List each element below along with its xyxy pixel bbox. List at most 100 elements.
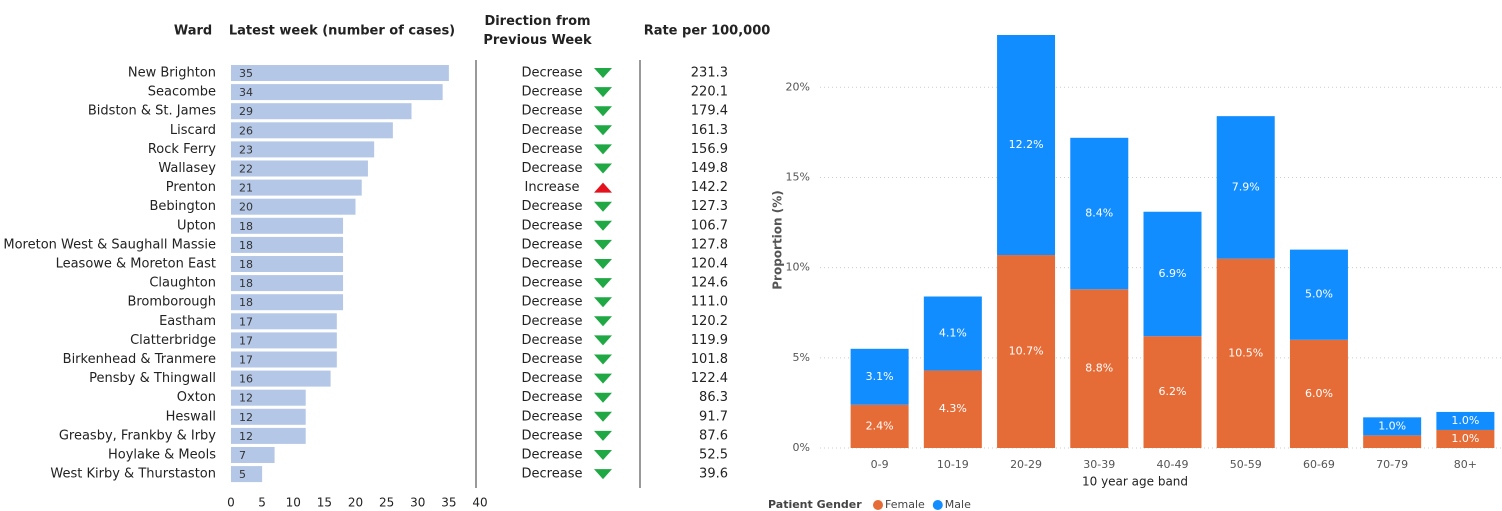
x-tick-label: 60-69 bbox=[1303, 458, 1335, 471]
direction-icon bbox=[594, 373, 612, 384]
direction-icon bbox=[594, 201, 612, 212]
x-tick-label: 40 bbox=[472, 496, 487, 510]
x-tick-label: 20 bbox=[348, 496, 363, 510]
direction-label: Decrease bbox=[522, 295, 583, 310]
direction-icon bbox=[594, 87, 612, 98]
direction-icon bbox=[594, 278, 612, 289]
direction-icon bbox=[594, 144, 612, 155]
direction-icon bbox=[594, 335, 612, 346]
value-label: 17 bbox=[239, 354, 253, 367]
direction-label: Increase bbox=[524, 180, 579, 195]
bar-segment bbox=[1070, 137, 1129, 290]
bar bbox=[231, 408, 306, 425]
value-label: 8.8% bbox=[1085, 362, 1113, 375]
category-label: Seacombe bbox=[148, 85, 216, 100]
bar-segment bbox=[1216, 116, 1275, 259]
value-label: 5 bbox=[239, 468, 246, 481]
value-label: 7.9% bbox=[1232, 180, 1260, 193]
value-label: 6.9% bbox=[1159, 267, 1187, 280]
bar bbox=[231, 466, 263, 483]
rate-label: 119.9 bbox=[691, 333, 728, 348]
rate-label: 127.3 bbox=[691, 199, 728, 214]
value-label: 1.0% bbox=[1451, 414, 1479, 427]
bar-segment bbox=[997, 35, 1056, 256]
direction-label: Decrease bbox=[522, 257, 583, 272]
value-label: 18 bbox=[239, 239, 253, 252]
value-label: 4.3% bbox=[939, 402, 967, 415]
category-label: Bidston & St. James bbox=[88, 104, 216, 119]
y-tick-label: 15% bbox=[786, 170, 810, 183]
direction-icon bbox=[594, 239, 612, 250]
direction-label: Decrease bbox=[522, 314, 583, 329]
bar-segment bbox=[923, 296, 982, 371]
y-tick-label: 20% bbox=[786, 80, 810, 93]
bar-segment bbox=[1363, 435, 1422, 448]
bar bbox=[231, 294, 344, 311]
category-label: New Brighton bbox=[128, 66, 216, 81]
category-label: Clatterbridge bbox=[130, 333, 216, 348]
bar bbox=[231, 447, 275, 463]
y-tick-label: 0% bbox=[793, 441, 810, 454]
x-tick-label: 40-49 bbox=[1157, 458, 1189, 471]
value-label: 35 bbox=[239, 67, 253, 80]
rate-label: 39.6 bbox=[699, 467, 728, 482]
bar bbox=[231, 65, 449, 81]
bar-segment bbox=[1143, 211, 1202, 337]
ward-header: Ward bbox=[174, 24, 212, 39]
x-tick-label: 10 bbox=[286, 496, 301, 510]
cases-header: Latest week (number of cases) bbox=[229, 24, 455, 39]
legend-swatch bbox=[932, 500, 943, 510]
legend-title: Patient Gender bbox=[768, 498, 862, 511]
category-label: Bromborough bbox=[127, 295, 216, 310]
x-tick-label: 25 bbox=[379, 496, 394, 510]
value-label: 16 bbox=[239, 373, 253, 386]
category-label: Birkenhead & Tranmere bbox=[63, 352, 216, 367]
value-label: 5.0% bbox=[1305, 288, 1333, 301]
category-label: Rock Ferry bbox=[148, 142, 216, 157]
value-label: 3.1% bbox=[866, 370, 894, 383]
category-label: Pensby & Thingwall bbox=[89, 371, 216, 386]
direction-icon bbox=[594, 259, 612, 269]
bar-segment bbox=[1143, 336, 1202, 448]
rate-label: 120.2 bbox=[691, 314, 728, 329]
bar-segment bbox=[1363, 417, 1422, 436]
value-label: 6.2% bbox=[1159, 385, 1187, 398]
bar bbox=[231, 370, 331, 387]
direction-label: Decrease bbox=[522, 237, 583, 252]
legend-label: Female bbox=[885, 498, 925, 511]
rate-label: 87.6 bbox=[699, 428, 728, 443]
value-label: 7 bbox=[239, 449, 246, 462]
direction-icon bbox=[594, 469, 612, 480]
direction-label: Decrease bbox=[522, 199, 583, 214]
direction-icon bbox=[594, 182, 612, 193]
rate-label: 106.7 bbox=[691, 218, 728, 233]
direction-icon bbox=[594, 316, 612, 327]
value-label: 18 bbox=[239, 296, 253, 309]
bar bbox=[231, 84, 443, 101]
bar bbox=[231, 351, 337, 368]
direction-icon bbox=[594, 354, 612, 365]
category-label: West Kirby & Thurstaston bbox=[50, 467, 216, 482]
direction-label: Decrease bbox=[522, 66, 583, 81]
bar bbox=[231, 198, 356, 215]
bar-segment bbox=[997, 255, 1056, 448]
x-tick-label: 80+ bbox=[1454, 458, 1477, 471]
rate-label: 127.8 bbox=[691, 237, 728, 252]
bar-segment bbox=[1289, 249, 1348, 340]
direction-icon bbox=[594, 125, 612, 136]
x-tick-label: 0-9 bbox=[871, 458, 889, 471]
rate-label: 220.1 bbox=[691, 85, 728, 100]
category-label: Wallasey bbox=[158, 161, 216, 176]
value-label: 18 bbox=[239, 220, 253, 233]
x-tick-label: 5 bbox=[258, 496, 266, 510]
direction-label: Decrease bbox=[522, 104, 583, 119]
bar bbox=[231, 427, 306, 444]
direction-label: Decrease bbox=[522, 371, 583, 386]
category-label: Eastham bbox=[159, 314, 216, 329]
x-tick-label: 30-39 bbox=[1083, 458, 1115, 471]
x-tick-label: 50-59 bbox=[1230, 458, 1262, 471]
value-label: 21 bbox=[239, 182, 253, 195]
direction-label: Decrease bbox=[522, 218, 583, 233]
